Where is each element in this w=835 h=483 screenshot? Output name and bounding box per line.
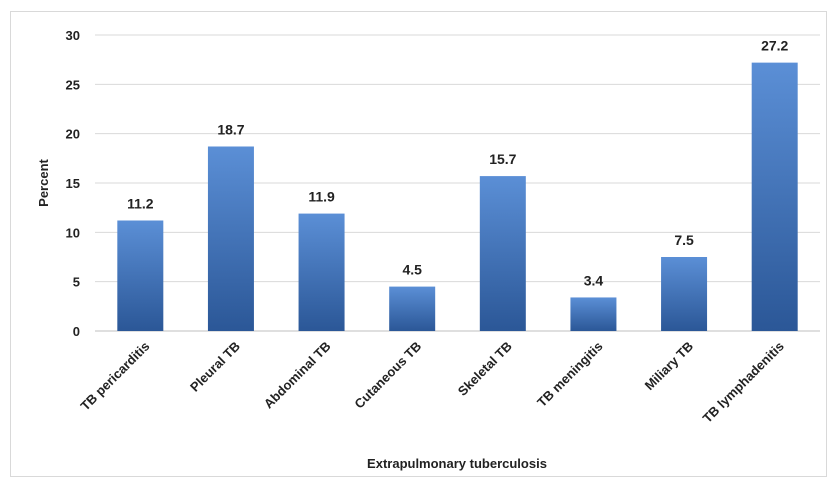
data-label: 18.7	[217, 121, 244, 137]
x-category-label: Cutaneous TB	[351, 339, 424, 412]
data-label: 11.2	[127, 195, 154, 211]
data-label: 11.9	[308, 189, 335, 205]
y-tick-label: 30	[66, 28, 80, 43]
chart-frame	[10, 11, 827, 477]
x-category-label: Abdominal TB	[261, 339, 334, 412]
x-category-label: Pleural TB	[187, 339, 243, 395]
x-category-label: Skeletal TB	[455, 339, 515, 399]
x-category-label: TB meningitis	[534, 339, 605, 410]
x-category-label: TB lymphadenitis	[700, 339, 787, 426]
y-axis-title: Percent	[36, 158, 51, 206]
bar	[298, 213, 345, 331]
bar	[479, 176, 526, 331]
y-axis-ticks: 0 5 10 15 20 25 30	[66, 28, 80, 339]
y-tick-label: 15	[66, 176, 80, 191]
data-label: 4.5	[402, 262, 422, 278]
data-label: 27.2	[761, 38, 788, 54]
y-tick-label: 10	[66, 225, 80, 240]
bar	[570, 297, 617, 331]
y-tick-label: 5	[73, 275, 80, 290]
x-axis-title: Extrapulmonary tuberculosis	[367, 456, 547, 471]
bar	[207, 146, 254, 331]
y-tick-label: 0	[73, 324, 80, 339]
bar	[117, 220, 164, 331]
x-axis-categories: TB pericarditis Pleural TB Abdominal TB Cut…	[77, 339, 786, 426]
data-labels: 11.2 18.7 11.9 4.5 15.7 3.4 7.5 27.2	[127, 38, 788, 289]
data-label: 15.7	[489, 151, 516, 167]
x-category-label: Miliary TB	[642, 339, 697, 394]
y-tick-label: 25	[66, 77, 80, 92]
bar	[661, 257, 708, 331]
data-label: 7.5	[674, 232, 694, 248]
x-category-label: TB pericarditis	[77, 339, 152, 414]
data-label: 3.4	[584, 272, 604, 288]
gridlines	[95, 34, 820, 332]
bar	[389, 286, 436, 331]
bar	[751, 62, 798, 331]
bars	[117, 62, 798, 331]
y-tick-label: 20	[66, 127, 80, 142]
